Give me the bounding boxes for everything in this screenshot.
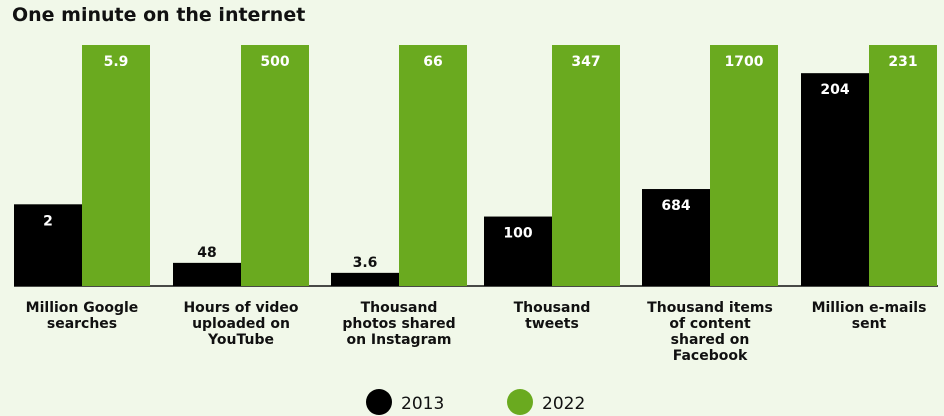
value-label: 500 — [260, 54, 289, 70]
bar-2022 — [869, 45, 937, 286]
value-label: 48 — [197, 245, 216, 261]
category-label: Thousand tweets — [514, 300, 591, 332]
value-label: 347 — [571, 54, 600, 70]
value-label: 1700 — [725, 54, 764, 70]
bar-2022 — [241, 45, 309, 286]
bar-2022 — [710, 45, 778, 286]
bar-2013 — [14, 204, 82, 286]
bar-group: 204 231 — [801, 45, 937, 287]
bar-2022 — [82, 45, 150, 286]
value-label: 66 — [423, 54, 442, 70]
bar-group: 684 1700 — [642, 45, 778, 286]
value-label: 2 — [43, 213, 53, 229]
category-label: Thousand photos shared on Instagram — [342, 300, 455, 348]
value-label: 204 — [820, 82, 849, 98]
bar-group: 3.6 66 — [331, 45, 467, 286]
legend-label: 2022 — [542, 394, 585, 414]
legend-item-2022: 2022 — [507, 389, 585, 415]
bar-2013 — [173, 262, 241, 286]
category-label: Thousand items of content shared on Faceboo… — [647, 300, 773, 364]
category-label: Million e-mails sent — [812, 300, 927, 332]
bar-2013 — [642, 189, 710, 286]
legend-swatch — [366, 389, 392, 415]
bar-2022 — [399, 45, 467, 286]
bar-2013 — [801, 73, 869, 287]
value-label: 5.9 — [104, 54, 129, 70]
value-label: 100 — [503, 226, 532, 242]
value-label: 231 — [888, 54, 917, 70]
bar-group: 25.9 — [14, 45, 150, 286]
bar-group: 48 500 — [173, 45, 309, 286]
bar-2013 — [331, 272, 399, 286]
category-label: Million Google searches — [26, 300, 139, 332]
value-label: 684 — [661, 198, 690, 214]
value-label: 3.6 — [353, 255, 378, 271]
legend-item-2013: 2013 — [366, 389, 444, 415]
bar-group: 100 347 — [484, 45, 620, 286]
bar-2013 — [484, 216, 552, 286]
bar-2022 — [552, 45, 620, 286]
chart-title: One minute on the internet — [12, 4, 306, 26]
legend-swatch — [507, 389, 533, 415]
category-label: Hours of video uploaded on YouTube — [183, 300, 298, 348]
legend-label: 2013 — [401, 394, 444, 414]
